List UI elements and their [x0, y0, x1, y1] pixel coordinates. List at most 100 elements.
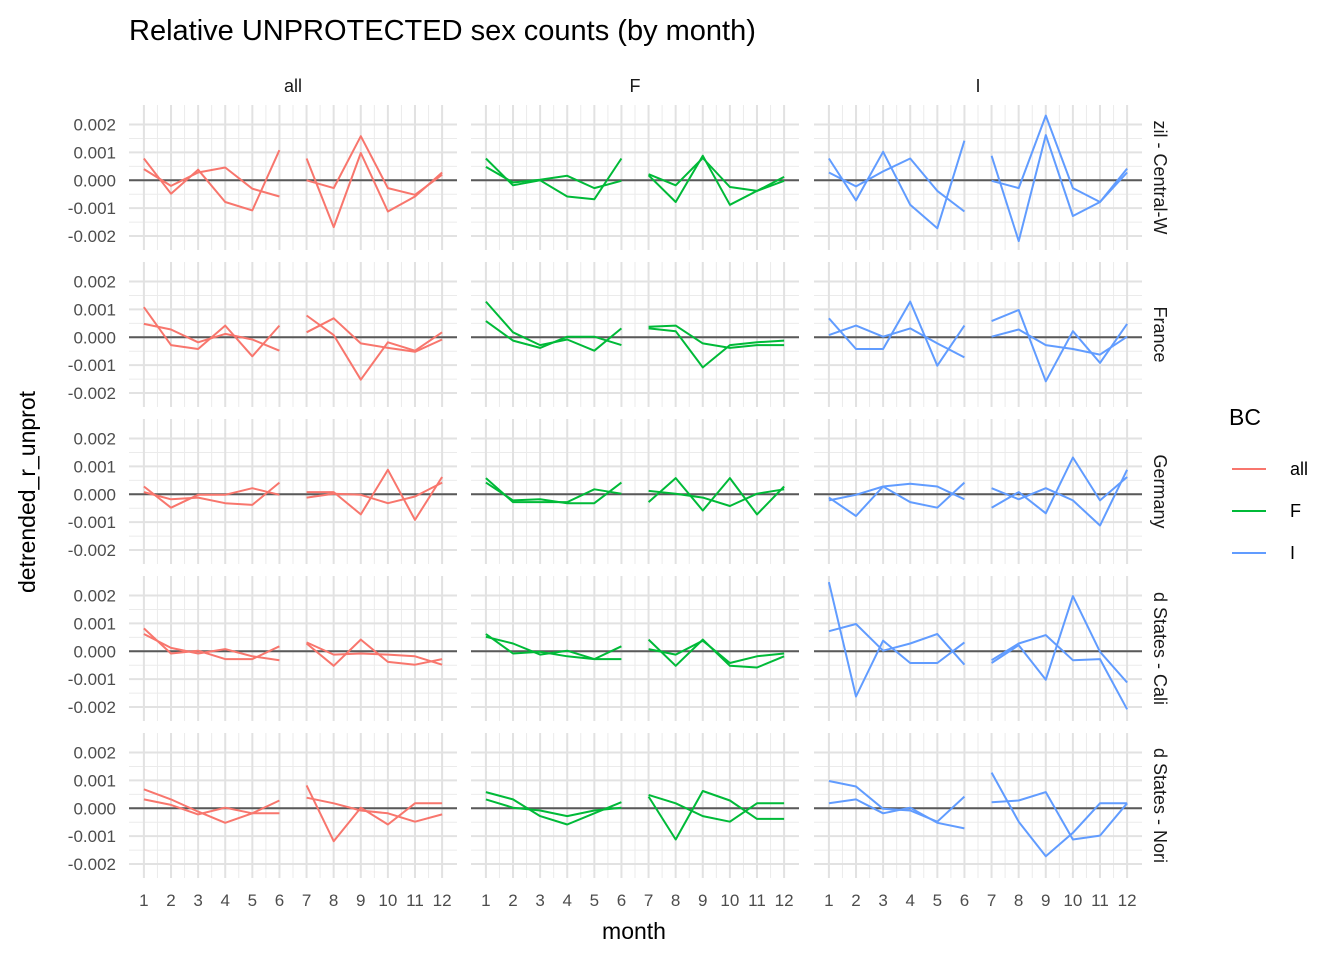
x-tick-label: 8 [671, 891, 680, 910]
series-line [648, 324, 785, 349]
facet-panel [471, 576, 799, 721]
y-tick-label: -0.002 [68, 541, 116, 560]
y-tick-label: -0.001 [68, 827, 116, 846]
series-line [827, 581, 966, 698]
y-tick-label: 0.001 [73, 771, 116, 790]
x-tick-label: 8 [1014, 891, 1023, 910]
y-tick-label: -0.001 [68, 513, 116, 532]
series-line [143, 485, 280, 509]
row-strip-label: zil - Central-W [1150, 120, 1170, 234]
x-tick-label: 2 [166, 891, 175, 910]
series-line [828, 157, 966, 213]
series-line [991, 595, 1128, 684]
series-line [485, 633, 622, 661]
x-tick-label: 3 [878, 891, 887, 910]
chart-title: Relative UNPROTECTED sex counts (by mont… [129, 15, 756, 47]
facet-panel [814, 576, 1142, 721]
y-tick-label: -0.001 [68, 199, 116, 218]
y-tick-label: 0.000 [73, 485, 116, 504]
series-line [828, 140, 966, 230]
series-line [306, 317, 443, 353]
series-line [991, 469, 1128, 527]
series-line [306, 641, 443, 666]
series-line [306, 796, 443, 823]
series-line [991, 791, 1128, 841]
series-line [648, 327, 785, 369]
facet-panel [814, 419, 1142, 564]
series-line [485, 481, 623, 505]
y-tick-label: -0.002 [68, 227, 116, 246]
x-tick-label: 8 [329, 891, 338, 910]
series-line [143, 633, 280, 662]
x-tick-label: 4 [562, 891, 571, 910]
x-tick-label: 5 [933, 891, 942, 910]
column-strip-label: all [284, 76, 302, 96]
y-tick-label: 0.002 [73, 744, 116, 763]
row-strip-label: d States - Nori [1150, 748, 1170, 863]
facet-panel [471, 262, 799, 407]
x-tick-label: 11 [748, 891, 766, 910]
series-line [990, 772, 1128, 858]
series-line [143, 149, 281, 212]
x-tick-label: 11 [1091, 891, 1109, 910]
facet-panel [129, 419, 457, 564]
x-tick-label: 7 [302, 891, 311, 910]
series-line [143, 322, 280, 352]
series-line [828, 481, 966, 509]
series-line [143, 481, 281, 506]
facet-panel [129, 105, 457, 250]
series-line [647, 790, 785, 841]
column-strip-label: F [630, 76, 641, 96]
series-line [485, 166, 622, 190]
y-tick-label: -0.001 [68, 670, 116, 689]
series-line [991, 309, 1128, 383]
row-strip: zil - Central-W [1150, 120, 1170, 234]
x-tick-label: 3 [535, 891, 544, 910]
x-tick-label: 12 [775, 891, 794, 910]
y-tick-label: 0.001 [73, 457, 116, 476]
series-line [306, 314, 443, 381]
series-line [305, 638, 443, 667]
facet-panel [814, 105, 1142, 250]
x-tick-label: 4 [220, 891, 229, 910]
y-tick-label: 0.001 [73, 143, 116, 162]
series-line [991, 114, 1128, 203]
facet-panel [471, 733, 799, 878]
x-tick-label: 6 [617, 891, 626, 910]
row-strip-label: Germany [1150, 454, 1170, 528]
x-tick-label: 10 [720, 891, 739, 910]
facet-panel [471, 419, 799, 564]
x-tick-label: 12 [1118, 891, 1137, 910]
y-tick-label: -0.002 [68, 698, 116, 717]
legend-label: I [1290, 543, 1295, 563]
series-line [306, 135, 443, 196]
x-tick-label: 1 [481, 891, 490, 910]
series-line [305, 784, 443, 843]
x-tick-label: 12 [433, 891, 452, 910]
x-tick-label: 5 [590, 891, 599, 910]
y-tick-label: 0.002 [73, 587, 116, 606]
series-line [306, 468, 443, 521]
x-tick-label: 7 [987, 891, 996, 910]
y-tick-label: 0.002 [73, 116, 116, 135]
row-strip-label: France [1150, 306, 1170, 362]
series-line [143, 788, 280, 824]
facet-panel [814, 262, 1142, 407]
series-line [828, 300, 966, 367]
x-tick-label: 4 [905, 891, 914, 910]
y-tick-label: -0.002 [68, 384, 116, 403]
y-tick-label: -0.001 [68, 356, 116, 375]
row-strip: France [1150, 306, 1170, 362]
facet-panel [129, 576, 457, 721]
x-tick-label: 11 [406, 891, 424, 910]
legend-label: all [1290, 459, 1308, 479]
legend-label: F [1290, 501, 1301, 521]
x-tick-label: 10 [378, 891, 397, 910]
y-tick-label: 0.002 [73, 430, 116, 449]
facet-panel [129, 733, 457, 878]
facet-panel [129, 262, 457, 407]
series-line [648, 639, 785, 664]
x-tick-label: 6 [960, 891, 969, 910]
